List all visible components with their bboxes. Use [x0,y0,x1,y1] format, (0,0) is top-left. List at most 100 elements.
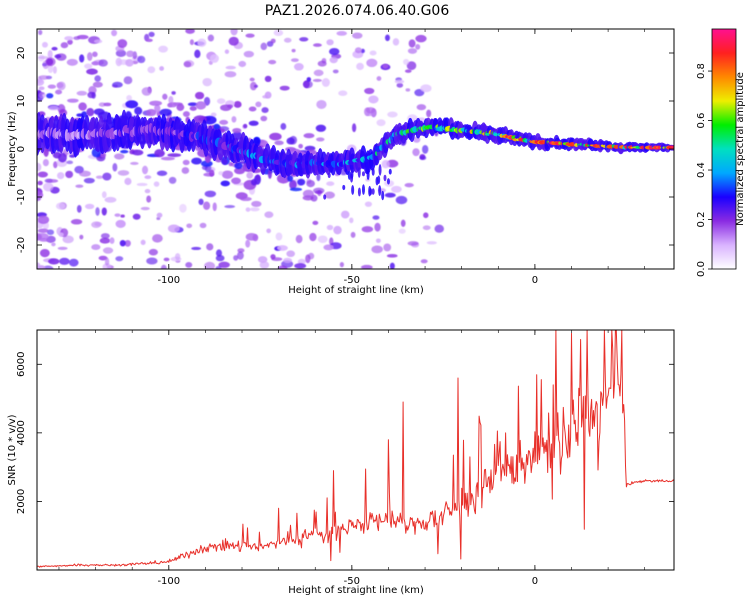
spectrogram-noise-cell [126,95,132,101]
spectrogram-noise-cell [38,29,43,36]
spectrogram-noise-cell [38,56,49,60]
spectrogram-noise-cell [117,39,128,48]
spectrogram-noise-cell [333,225,342,235]
spectrogram-noise-cell [191,246,202,251]
spectrogram-noise-cell [321,78,330,87]
spectrogram-noise-cell [154,149,165,158]
spectrogram-noise-cell [419,155,427,161]
spectrogram-noise-cell [420,84,432,93]
spectrogram-noise-cell [167,224,180,233]
spectrogram-noise-cell [395,195,408,205]
spectrogram-noise-cell [257,256,268,263]
spectrogram-noise-cell [112,81,123,88]
spectrogram-noise-cell [115,219,126,228]
spectrogram-noise-cell [182,159,190,166]
spectrogram-noise-cell [264,75,272,83]
spectrogram-noise-cell [186,223,193,229]
spectrogram-noise-cell [400,219,406,227]
spectrogram-y-tick-label: 0 [16,146,27,152]
spectrogram-noise-cell [124,239,131,247]
spectrogram-noise-cell [294,63,304,71]
spectrogram-noise-cell [250,178,258,186]
spectrogram-noise-cell [313,69,324,77]
spectrogram-noise-cell [195,101,207,110]
spectrogram-noise-cell [289,179,297,190]
spectrogram-noise-cell [290,58,299,63]
colorbar-tick-label: 0.2 [696,212,707,228]
spectrogram-noise-cell [375,238,381,244]
spectrogram-noise-cell [326,224,334,231]
spectrogram-noise-cell [280,123,287,130]
spectrogram-noise-cell [126,50,135,58]
spectrogram-noise-cell [37,171,48,178]
spectrogram-noise-cell [231,177,241,185]
spectrogram-noise-cell [245,33,255,38]
spectrogram-y-tick-label: 10 [16,95,27,108]
spectrogram-noise-cell [87,52,93,61]
spectrogram-noise-cell [43,182,54,192]
spectrogram-noise-cell [422,145,429,154]
colorbar-tick-label: 0.4 [696,162,707,178]
colorbar-gradient [711,28,737,270]
spectrogram-cell [361,171,365,177]
spectrogram-noise-cell [267,169,272,179]
spectrogram-noise-cell [64,36,74,41]
spectrogram-noise-cell [209,169,215,177]
spectrogram-noise-cell [158,45,168,53]
spectrogram-noise-cell [287,175,294,182]
spectrogram-noise-cell [374,222,381,232]
spectrogram-noise-cell [246,171,254,179]
spectrogram-noise-cell [248,120,259,126]
spectrogram-noise-cell [382,63,389,69]
spectrogram-noise-cell [368,95,379,104]
spectrogram-noise-cell [384,192,396,198]
spectrogram-noise-cell [60,42,69,49]
spectrogram-cell [323,194,327,200]
spectrogram-noise-cell [95,175,104,179]
spectrogram-noise-cell [422,225,431,231]
spectrogram-noise-cell [39,248,50,258]
spectrogram-cell [327,172,331,179]
spectrogram-cell [378,185,382,197]
spectrogram-noise-cell [154,104,161,113]
spectrogram-noise-cell [339,262,344,268]
spectrogram-noise-cell [243,50,254,58]
spectrogram-noise-cell [125,59,134,67]
colorbar-tick-label: 0.6 [696,113,707,129]
spectrogram-noise-cell [146,108,157,117]
spectrogram-noise-cell [224,71,237,78]
spectrogram-noise-cell [250,81,257,91]
spectrogram-noise-cell [323,244,334,251]
spectrogram-noise-cell [259,261,270,269]
spectrogram-noise-cell [220,180,230,187]
spectrogram-noise-cell [260,115,268,122]
colorbar-tick-label: 0.0 [696,261,707,277]
spectrogram-x-axis-label: Height of straight line (km) [288,285,424,296]
spectrogram-noise-cell [168,176,177,184]
spectrogram-noise-cell [179,203,187,213]
spectrogram-noise-cell [103,102,112,107]
spectrogram-noise-cell [37,228,49,233]
spectrogram-noise-cell [302,189,314,198]
spectrogram-cell [357,187,361,197]
spectrogram-noise-cell [210,112,217,117]
spectrogram-cell [338,166,342,175]
spectrogram-y-axis-label: Frequency (Hz) [7,111,18,187]
spectrogram-y-tick-label: 20 [16,47,27,60]
spectrogram-noise-cell [187,102,198,107]
spectrogram-noise-cell [305,254,311,264]
spectrogram-noise-cell [364,201,373,207]
spectrogram-cell [670,145,674,150]
spectrogram-noise-cell [317,60,327,67]
spectrogram-noise-cell [243,123,248,129]
spectrogram-noise-cell [215,266,222,269]
spectrogram-noise-cell [66,58,78,66]
snr-x-axis-label: Height of straight line (km) [288,585,424,596]
spectrogram-noise-cell [54,54,62,59]
spectrogram-noise-cell [130,161,139,166]
spectrogram-noise-cell [78,102,87,111]
spectrogram-noise-cell [56,82,64,89]
spectrogram-noise-cell [47,84,57,89]
snr-ticks: -100 -50 0 2000 4000 6000 [16,330,674,587]
